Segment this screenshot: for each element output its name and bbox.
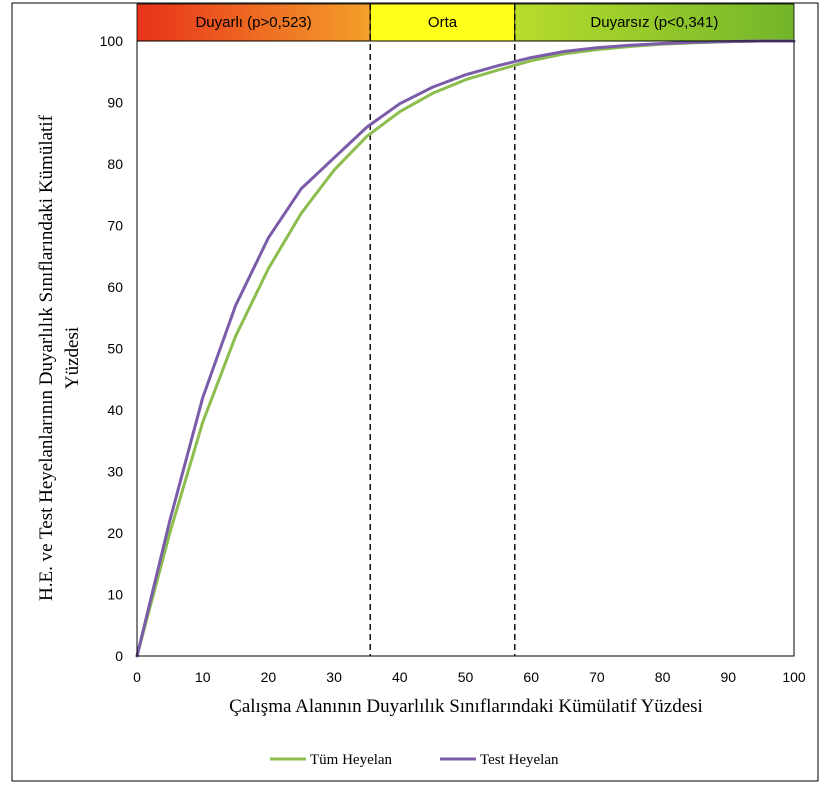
series-lines xyxy=(135,39,796,658)
x-tick-label: 10 xyxy=(195,669,211,685)
band-duyarli-p-0-523 xyxy=(136,3,371,42)
figure-border xyxy=(11,2,819,782)
series-line-tum-heyelan xyxy=(135,39,796,658)
x-tick-label: 80 xyxy=(655,669,671,685)
x-tick-label: 60 xyxy=(523,669,539,685)
y-tick-label: 20 xyxy=(107,525,123,541)
band-duyarsiz-p-0-341 xyxy=(514,3,795,42)
x-tick-label: 50 xyxy=(458,669,474,685)
y-tick-label: 60 xyxy=(107,279,123,295)
x-tick-label: 70 xyxy=(589,669,605,685)
y-tick-label: 40 xyxy=(107,402,123,418)
x-tick-label: 40 xyxy=(392,669,408,685)
band-label-duyarsiz-p-0-341: Duyarsız (p<0,341) xyxy=(590,14,718,31)
y-tick-label: 0 xyxy=(115,648,123,664)
x-tick-label: 90 xyxy=(721,669,737,685)
legend: Tüm Heyelan Test Heyelan xyxy=(270,752,559,768)
x-tick-label: 30 xyxy=(326,669,342,685)
y-axis-title-line2: Yüzdesi xyxy=(62,327,83,389)
y-tick-label: 70 xyxy=(107,218,123,234)
legend-label-test-heyelan: Test Heyelan xyxy=(480,752,559,768)
series-line-test-heyelan xyxy=(135,39,796,658)
class-boundary-lines xyxy=(369,4,516,656)
y-tick-label: 80 xyxy=(107,156,123,172)
y-tick-labels: 0 10 20 30 40 50 60 70 80 90 100 xyxy=(100,33,124,664)
x-axis-title: Çalışma Alanının Duyarlılık Sınıflarında… xyxy=(229,696,703,717)
legend-label-tum-heyelan: Tüm Heyelan xyxy=(310,752,393,768)
plot-frame xyxy=(136,40,795,657)
x-tick-label: 20 xyxy=(261,669,277,685)
y-tick-label: 50 xyxy=(107,341,123,357)
x-tick-label: 100 xyxy=(782,669,806,685)
x-tick-labels: 0 10 20 30 40 50 60 70 80 90 100 xyxy=(133,669,806,685)
y-axis-title-line1: H.E. ve Test Heyelanlarının Duyarlılık S… xyxy=(36,114,57,601)
band-label-duyarli-p-0-523: Duyarlı (p>0,523) xyxy=(195,14,311,31)
band-label-orta: Orta xyxy=(428,14,458,31)
y-tick-label: 10 xyxy=(107,587,123,603)
band-orta xyxy=(369,3,516,42)
y-tick-label: 100 xyxy=(100,33,124,49)
y-tick-label: 30 xyxy=(107,464,123,480)
sensitivity-bands: Duyarlı (p>0,523) Orta Duyarsız (p<0,341) xyxy=(136,3,795,42)
y-tick-label: 90 xyxy=(107,95,123,111)
x-tick-label: 0 xyxy=(133,669,141,685)
